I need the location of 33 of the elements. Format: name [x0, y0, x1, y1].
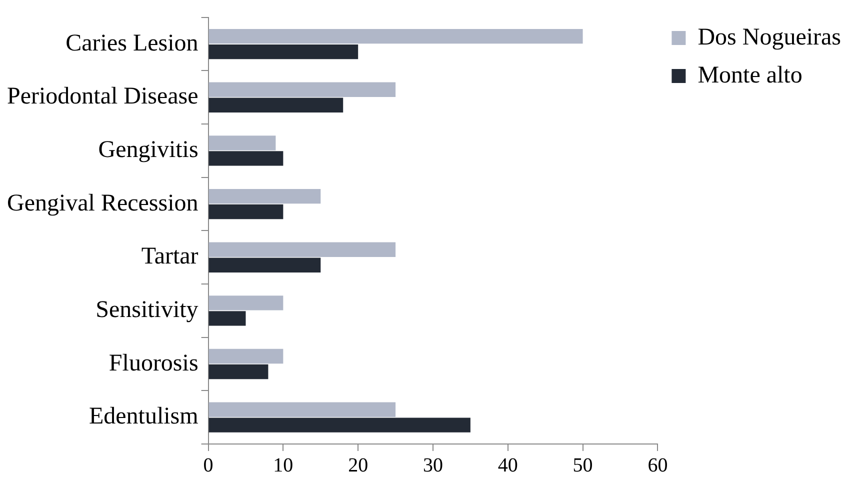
y-tick-label: Gengivitis: [98, 137, 198, 164]
y-tick-label: Gengival Recession: [6, 190, 198, 216]
bar: [208, 188, 321, 204]
bar: [208, 418, 470, 432]
y-tick-label: Tartar: [141, 244, 198, 270]
bar: [208, 364, 268, 380]
x-tick-label: 20: [348, 454, 368, 476]
bar: [208, 348, 284, 364]
legend-label: Monte alto: [698, 62, 802, 88]
x-tick-label: 0: [203, 454, 214, 476]
x-tick-label: 50: [572, 454, 593, 476]
bar: [208, 151, 284, 166]
bar: [208, 242, 396, 257]
bar: [208, 204, 284, 220]
bar: [208, 136, 276, 150]
legend-label: Dos Nogueiras: [698, 24, 842, 50]
y-tick-label: Edentulism: [88, 404, 199, 430]
y-tick-label: Fluorosis: [108, 350, 198, 376]
x-tick-label: 40: [498, 454, 518, 476]
x-tick-label: 10: [273, 454, 294, 476]
bar: [208, 311, 246, 326]
bar: [208, 44, 358, 60]
x-tick-label: 60: [648, 454, 668, 476]
x-tick-label: 30: [422, 454, 443, 476]
bar: [208, 28, 583, 44]
y-tick-label: Caries Lesion: [66, 30, 198, 56]
bar: [208, 402, 396, 417]
y-tick-label: Sensitivity: [96, 296, 198, 323]
bar: [208, 296, 284, 310]
bar: [208, 82, 396, 97]
bar: [208, 98, 344, 112]
bar: [208, 258, 321, 272]
y-tick-label: Periodontal Disease: [6, 84, 198, 110]
